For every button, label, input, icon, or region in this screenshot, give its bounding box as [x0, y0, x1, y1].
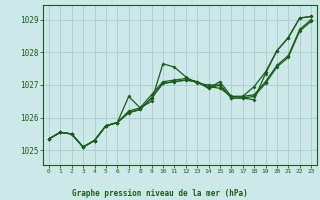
Text: Graphe pression niveau de la mer (hPa): Graphe pression niveau de la mer (hPa): [72, 189, 248, 198]
